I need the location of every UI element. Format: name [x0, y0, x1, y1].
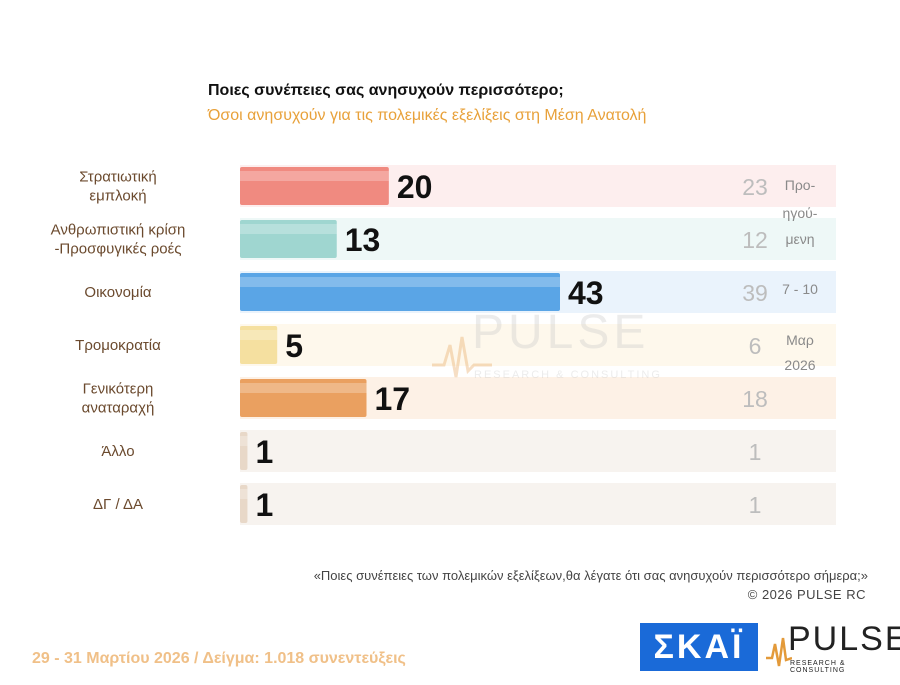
- previous-period-label: ηγού-: [783, 205, 818, 221]
- pulse-logo-word: PULSE: [788, 620, 900, 658]
- previous-period-label: 7 - 10: [782, 281, 818, 297]
- copyright-text: © 2026 PULSE RC: [747, 587, 866, 602]
- survey-question: «Ποιες συνέπειες των πολεμικών εξελίξεων…: [313, 568, 868, 583]
- bar-highlight: [240, 224, 337, 234]
- bar: [240, 485, 248, 523]
- pulse-wave-icon: [766, 637, 792, 667]
- bar: [240, 326, 278, 364]
- previous-period-label: Μαρ: [786, 332, 814, 348]
- bar-value-label: 1: [255, 487, 273, 523]
- category-label: Τρομοκρατία: [75, 337, 161, 354]
- chart-subtitle: Όσοι ανησυχούν για τις πολεμικές εξελίξε…: [208, 107, 647, 124]
- bar-value-label: 1: [255, 434, 273, 470]
- category-label: εμπλοκή: [89, 188, 146, 205]
- previous-value-label: 1: [749, 492, 762, 518]
- category-label: -Προσφυγικές ροές: [54, 241, 181, 258]
- bar-value-label: 5: [285, 328, 303, 364]
- previous-period-label: μενη: [785, 231, 814, 247]
- previous-value-label: 1: [749, 439, 762, 465]
- bar-highlight: [240, 277, 560, 287]
- bar-value-label: 17: [375, 381, 411, 417]
- skai-logo: ΣΚΑΪ: [640, 623, 758, 671]
- previous-value-label: 6: [749, 333, 762, 359]
- skai-logo-text: ΣΚΑΪ: [653, 627, 745, 666]
- category-label: ΔΓ / ΔΑ: [93, 496, 143, 513]
- survey-footer: 29 - 31 Μαρτίου 2026 / Δείγμα: 1.018 συν…: [32, 650, 406, 667]
- category-label: Ανθρωπιστική κρίση: [51, 222, 186, 239]
- previous-value-label: 18: [742, 386, 768, 412]
- bar: [240, 167, 389, 205]
- pulse-logo: PULSE RESEARCH & CONSULTING: [766, 620, 900, 675]
- row-background: [240, 324, 836, 366]
- category-label: Γενικότερη: [83, 381, 154, 398]
- bar-highlight: [240, 436, 248, 446]
- bar-highlight: [240, 383, 367, 393]
- row-background: [240, 483, 836, 525]
- pulse-logo-tagline: RESEARCH & CONSULTING: [790, 660, 846, 674]
- bar-value-label: 20: [397, 169, 433, 205]
- bar: [240, 432, 248, 470]
- chart-title: Ποιες συνέπειες σας ανησυχούν περισσότερ…: [208, 82, 564, 99]
- category-label: Άλλο: [101, 443, 134, 460]
- category-label: Στρατιωτική: [79, 169, 157, 186]
- bar: [240, 220, 337, 258]
- bar-chart: 20 23 Στρατιωτική εμπλοκή 13 12 Ανθρωπιστική κ…: [51, 165, 836, 525]
- category-label: αναταραχή: [82, 400, 155, 417]
- bar-value-label: 43: [568, 275, 604, 311]
- previous-value-label: 12: [742, 227, 768, 253]
- previous-value-label: 39: [742, 280, 768, 306]
- previous-period-label: 2026: [784, 357, 815, 373]
- bar-highlight: [240, 489, 248, 499]
- category-label: Οικονομία: [84, 284, 151, 301]
- bar-value-label: 13: [345, 222, 381, 258]
- bar: [240, 273, 560, 311]
- bar-highlight: [240, 330, 278, 340]
- row-background: [240, 430, 836, 472]
- row-background: [240, 218, 836, 260]
- bar-highlight: [240, 171, 389, 181]
- bar: [240, 379, 367, 417]
- previous-value-label: 23: [742, 174, 768, 200]
- previous-period-label: Προ-: [785, 177, 816, 193]
